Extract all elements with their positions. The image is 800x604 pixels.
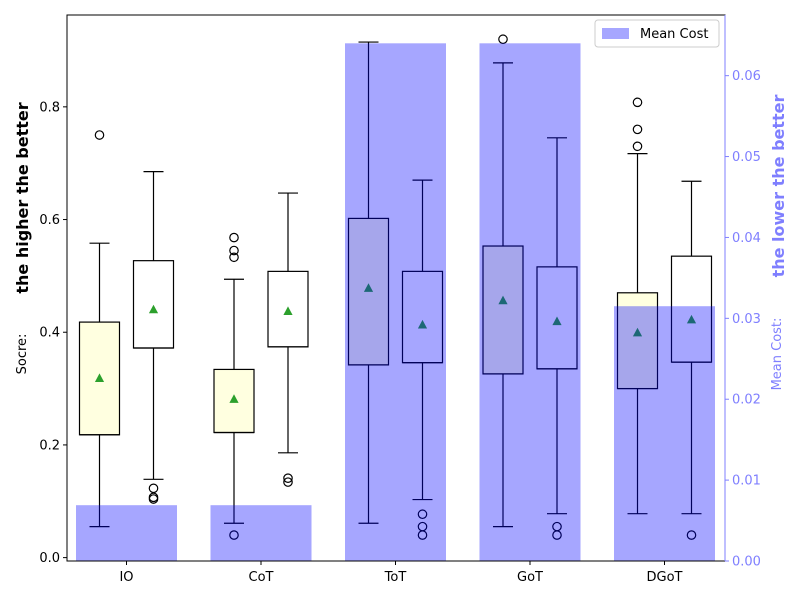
outlier-point	[632, 141, 643, 152]
left-tick-label: 0.4	[39, 326, 60, 341]
legend-label: Mean Cost	[640, 27, 708, 42]
outlier-point	[229, 245, 239, 256]
box-tot-right	[401, 179, 444, 540]
box-dgot-left	[616, 97, 659, 515]
box-got-left	[482, 34, 524, 528]
cost-bars-layer	[76, 43, 715, 562]
box-body	[132, 260, 175, 349]
right-tick-label: 0.00	[732, 555, 761, 570]
outlier-point	[229, 232, 239, 243]
x-tick-label: CoT	[249, 570, 274, 585]
axes-layer: 0.0 0.2 0.4 0.6 0.8 0.00 0.01 0.02 0.03 0.04 0.05 0…	[13, 14, 788, 585]
right-axis-annotation: the lower the better	[769, 94, 788, 277]
x-tick-label: ToT	[384, 570, 407, 585]
outlier-point	[632, 124, 643, 135]
right-tick-label: 0.05	[732, 150, 761, 165]
left-axis-label: Socre:	[15, 334, 30, 375]
mean-marker	[686, 314, 697, 324]
right-tick-label: 0.06	[732, 69, 761, 84]
box-dgot-right	[670, 180, 713, 540]
box-body	[401, 270, 444, 364]
right-axis-label: Mean Cost:	[770, 318, 785, 391]
right-tick-label: 0.03	[732, 312, 761, 327]
outlier-point	[229, 530, 239, 540]
box-tot-left	[347, 41, 390, 524]
x-tick-label: GoT	[517, 570, 543, 585]
box-io-left	[78, 130, 121, 528]
cost-bar-tot	[345, 43, 446, 562]
outlier-point	[283, 477, 293, 487]
outlier-point	[417, 530, 428, 540]
box-cot-right	[267, 192, 309, 487]
outlier-point	[686, 530, 697, 540]
left-tick-label: 0.8	[39, 100, 60, 115]
mean-marker	[229, 394, 239, 403]
mean-marker	[498, 295, 508, 305]
outlier-point	[283, 473, 293, 483]
outlier-point	[94, 130, 105, 140]
cost-bar-got	[479, 43, 581, 562]
left-tick-label: 0.2	[39, 438, 60, 453]
outlier-point	[417, 509, 428, 520]
outlier-point	[148, 483, 159, 494]
box-io-right	[132, 171, 175, 504]
box-body	[616, 292, 659, 390]
outlier-point	[632, 97, 643, 108]
mean-marker	[417, 319, 428, 329]
mean-marker	[632, 327, 643, 337]
outlier-point	[229, 252, 239, 263]
mean-marker	[363, 283, 374, 292]
right-tick-label: 0.04	[732, 231, 761, 246]
left-axis-annotation: the higher the better	[13, 102, 32, 293]
outlier-point	[498, 34, 508, 45]
outlier-point	[148, 494, 159, 504]
left-tick-label: 0.0	[39, 551, 60, 566]
box-plots-layer	[78, 34, 713, 540]
box-cot-left	[213, 232, 255, 540]
cost-bar-dgot	[614, 306, 715, 561]
legend: Mean Cost	[594, 19, 720, 48]
mean-marker	[283, 306, 293, 315]
outlier-point	[552, 530, 562, 540]
cost-bar-io	[76, 505, 177, 561]
cost-bar-cot	[210, 505, 312, 561]
legend-box	[594, 19, 720, 48]
right-tick-label: 0.02	[732, 393, 761, 408]
right-tick-label: 0.01	[732, 474, 761, 489]
legend-swatch	[602, 28, 629, 39]
x-tick-label: IO	[119, 570, 133, 585]
mean-marker	[94, 373, 105, 383]
box-got-right	[536, 137, 578, 540]
mean-marker	[552, 316, 562, 326]
mean-marker	[148, 304, 159, 314]
x-tick-label: DGoT	[647, 570, 683, 585]
box-body	[670, 255, 713, 363]
left-tick-label: 0.6	[39, 213, 60, 228]
